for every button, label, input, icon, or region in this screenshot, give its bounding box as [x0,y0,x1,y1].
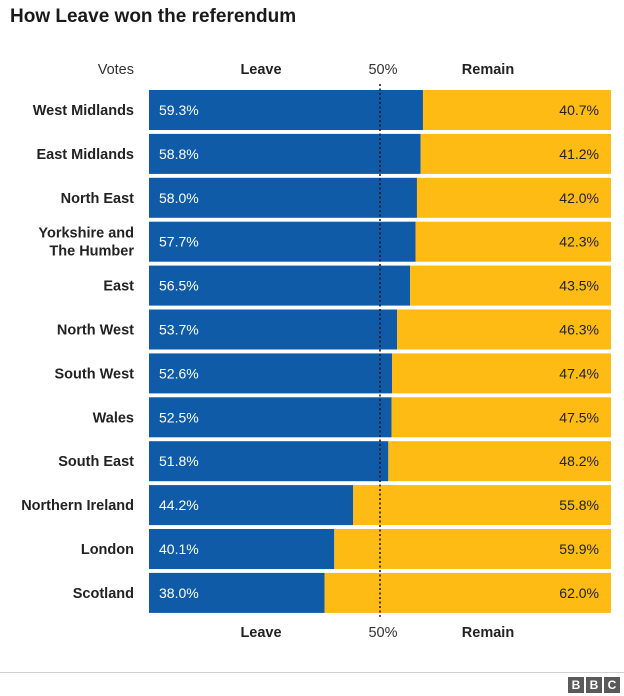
leave-value-label: 52.5% [159,409,199,425]
leave-value-label: 52.6% [159,365,199,381]
leave-value-label: 58.0% [159,190,199,206]
remain-bar [422,90,611,130]
region-label: East [103,279,134,295]
remain-value-label: 42.3% [559,234,599,250]
region-label: Yorkshire and [38,226,134,242]
remain-value-label: 42.0% [559,190,599,206]
remain-value-label: 40.7% [559,102,599,118]
remain-value-label: 46.3% [559,322,599,338]
region-label: Wales [93,410,134,426]
remain-value-label: 43.5% [559,278,599,294]
stacked-bar-chart: Votes Leave 50% Remain West Midlands East Mi… [21,62,611,641]
leave-value-label: 58.8% [159,146,199,162]
leave-legend-label: Leave [240,62,281,78]
leave-legend-label: Leave [240,625,281,641]
leave-bar [149,177,417,218]
region-label: South West [55,366,135,382]
leave-bar [149,221,416,262]
remain-value-label: 47.4% [559,365,599,381]
leave-bar [149,397,392,438]
value-labels: 59.3% 40.7% 58.8% 41.2% 58.0% 42.0% 57.7% 42.3%… [159,102,599,601]
remain-legend-label: Remain [462,625,514,641]
remain-bar [415,221,611,262]
leave-value-label: 44.2% [159,497,199,513]
remain-value-label: 55.8% [559,497,599,513]
region-label: The Humber [49,244,134,260]
header-top: Votes Leave 50% Remain [98,62,514,78]
leave-bar [149,133,421,174]
region-label: North East [61,191,134,207]
remain-bar [410,265,611,306]
region-label: Scotland [73,586,134,602]
bbc-logo: B B C [568,677,620,693]
remain-bar [392,353,611,394]
leave-bar [149,90,423,130]
remain-value-label: 41.2% [559,146,599,162]
leave-value-label: 59.3% [159,102,199,118]
remain-value-label: 48.2% [559,453,599,469]
region-label: Northern Ireland [21,498,134,514]
remain-bar [416,177,611,218]
remain-legend-label: Remain [462,62,514,78]
bbc-logo-letter: B [568,677,584,693]
leave-bar [149,441,389,482]
region-label: West Midlands [33,103,134,119]
remain-bar [324,572,611,613]
leave-value-label: 57.7% [159,234,199,250]
remain-value-label: 47.5% [559,409,599,425]
leave-value-label: 40.1% [159,541,199,557]
remain-bar [420,133,611,174]
leave-value-label: 56.5% [159,278,199,294]
leave-bar [149,572,325,613]
header-bottom: Leave 50% Remain [240,625,514,641]
bbc-logo-letter: B [586,677,602,693]
region-label: North West [57,323,134,339]
leave-bar [149,353,393,394]
remain-bar [397,309,611,350]
footer-divider [0,672,624,673]
bars [149,90,611,613]
leave-value-label: 51.8% [159,453,199,469]
midline-label: 50% [368,62,397,78]
region-label: South East [58,454,134,470]
leave-bar [149,529,335,569]
region-label: London [81,542,134,558]
region-label: East Midlands [37,147,135,163]
remain-bar [391,397,611,438]
remain-bar [353,485,611,526]
leave-bar [149,485,354,526]
remain-value-label: 62.0% [559,585,599,601]
votes-header: Votes [98,62,134,78]
row-labels: West Midlands East Midlands North East York… [21,103,134,602]
chart-title: How Leave won the referendum [10,6,297,27]
remain-bar [388,441,611,482]
bbc-logo-letter: C [604,677,620,693]
leave-value-label: 38.0% [159,585,199,601]
leave-bar [149,265,411,306]
leave-bar [149,309,398,350]
leave-value-label: 53.7% [159,322,199,338]
remain-value-label: 59.9% [559,541,599,557]
midline-label: 50% [368,625,397,641]
